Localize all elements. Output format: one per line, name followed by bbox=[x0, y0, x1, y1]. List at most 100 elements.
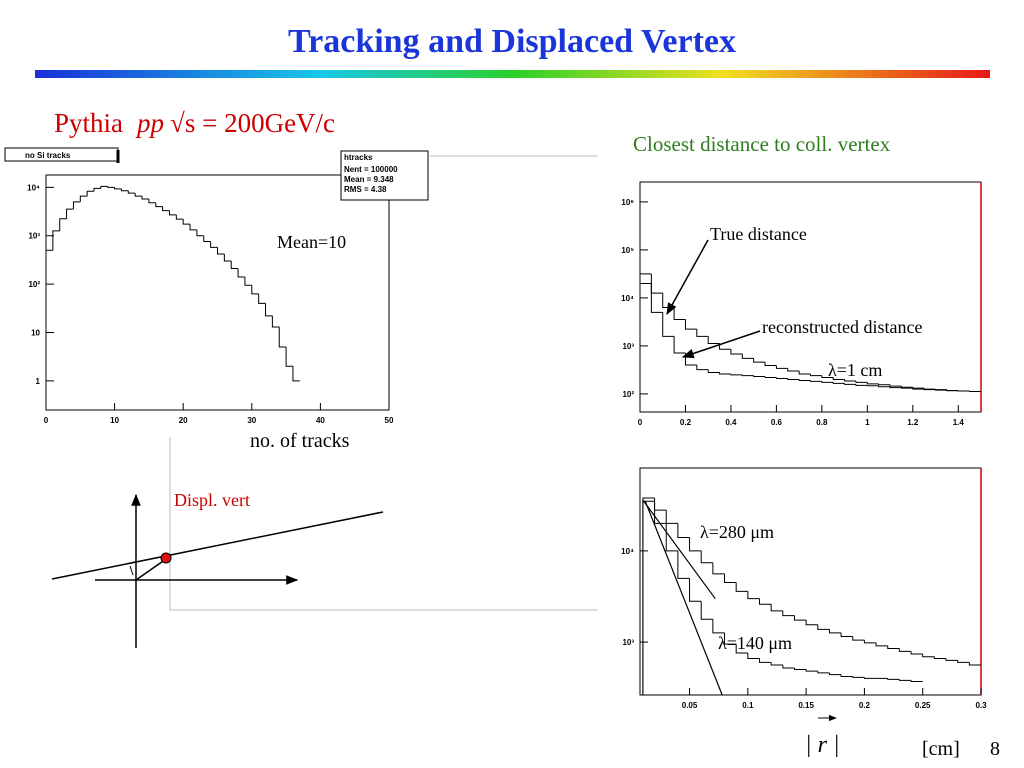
x-axis-label: no. of tracks bbox=[250, 430, 350, 452]
histogram-bin bbox=[712, 619, 725, 634]
histogram-bin bbox=[787, 368, 800, 372]
histogram-bin bbox=[724, 632, 737, 645]
histogram-bin bbox=[719, 372, 731, 375]
histogram-bin bbox=[887, 678, 900, 680]
diagram-label: Displ. vert bbox=[174, 490, 250, 510]
histogram-bin bbox=[707, 369, 720, 373]
histogram-bin bbox=[251, 285, 259, 295]
histogram-bin bbox=[175, 214, 184, 220]
histogram-bin bbox=[844, 379, 856, 382]
histogram-bin bbox=[59, 218, 67, 231]
histogram-bin bbox=[968, 662, 981, 666]
histogram-bin bbox=[155, 202, 163, 208]
histogram-bin bbox=[196, 229, 204, 237]
histogram-bin bbox=[650, 283, 663, 313]
plot-frame bbox=[639, 181, 982, 413]
histogram-bin bbox=[237, 268, 245, 278]
histogram-bin bbox=[898, 679, 912, 681]
histogram-bin bbox=[665, 510, 678, 524]
histogram-bin bbox=[798, 371, 811, 375]
histogram-bin bbox=[141, 196, 149, 200]
histogram-bin bbox=[223, 253, 232, 262]
annotation: Mean=10 bbox=[277, 232, 346, 252]
x-tick-label: 1 bbox=[865, 418, 870, 427]
x-tick-label: 0 bbox=[44, 416, 49, 425]
histogram-bin bbox=[923, 388, 936, 390]
x-tick-label: 0.4 bbox=[725, 418, 737, 427]
histogram-bin bbox=[855, 384, 868, 386]
histogram-bin bbox=[203, 235, 211, 242]
histogram-bin bbox=[922, 654, 935, 658]
histogram-bin bbox=[168, 210, 177, 216]
histogram-bin bbox=[910, 680, 923, 682]
histogram-bin bbox=[898, 648, 912, 652]
histogram-bin bbox=[741, 374, 754, 377]
histogram-bin bbox=[805, 620, 818, 626]
x-tick-label: 0.1 bbox=[742, 701, 754, 710]
histogram-bin bbox=[107, 186, 115, 188]
histogram-bin bbox=[840, 632, 853, 638]
histogram-bin bbox=[852, 636, 865, 641]
histogram-bin bbox=[52, 230, 60, 251]
subtitle: Pythia pp √s = 200GeV/c bbox=[54, 108, 335, 138]
histogram-bin bbox=[764, 376, 777, 378]
histogram-bin bbox=[684, 319, 697, 330]
y-tick-label: 10 bbox=[31, 328, 40, 337]
y-tick-label: 10² bbox=[622, 390, 634, 399]
histogram-bin bbox=[840, 674, 853, 677]
x-tick-label: 0.3 bbox=[975, 701, 987, 710]
histogram-bin bbox=[817, 624, 830, 630]
histogram-bin bbox=[875, 642, 888, 647]
histogram-bin bbox=[747, 591, 760, 600]
annotation-arrow bbox=[681, 330, 761, 359]
histogram-bin bbox=[79, 195, 88, 202]
plot-frame bbox=[45, 174, 390, 411]
process: pp bbox=[135, 108, 164, 138]
y-tick-label: 10⁴ bbox=[621, 547, 634, 556]
histogram-bin bbox=[887, 645, 900, 650]
histogram-bin bbox=[747, 652, 760, 660]
histogram-bin bbox=[770, 662, 783, 666]
histogram-bin bbox=[821, 381, 834, 383]
histogram-bin bbox=[753, 375, 766, 378]
x-tick-label: 1.4 bbox=[953, 418, 965, 427]
histogram-bin bbox=[735, 644, 748, 654]
histogram-bin bbox=[134, 193, 143, 197]
histogram-bin bbox=[805, 669, 818, 672]
y-tick-label: 10² bbox=[28, 280, 40, 289]
histogram-bin bbox=[696, 365, 709, 371]
histogram-bin bbox=[852, 676, 865, 678]
histogram-bin bbox=[66, 208, 74, 219]
annotation: λ=1 cm bbox=[828, 360, 882, 380]
x-tick-label: 0.05 bbox=[682, 701, 698, 710]
histogram-bin bbox=[945, 658, 958, 661]
stats-box bbox=[340, 150, 429, 201]
y-tick-label: 10⁶ bbox=[621, 198, 634, 207]
stats-entry: Mean = 9.348 bbox=[344, 175, 394, 184]
histogram-bin bbox=[770, 604, 783, 612]
histogram-bin bbox=[741, 353, 754, 359]
histogram-bin bbox=[935, 389, 947, 391]
histogram-bin bbox=[639, 282, 652, 412]
histogram-bin bbox=[855, 380, 868, 383]
histogram-bin bbox=[265, 303, 273, 317]
y-tick-label: 10⁴ bbox=[621, 294, 634, 303]
histogram-bin bbox=[189, 224, 197, 231]
annotation: reconstructed distance bbox=[762, 317, 922, 337]
y-tick-label: 10⁵ bbox=[621, 246, 634, 255]
x-tick-label: 10 bbox=[110, 416, 119, 425]
histogram-bin bbox=[292, 366, 300, 382]
histogram-bin bbox=[700, 601, 713, 620]
histogram-bin bbox=[210, 241, 218, 248]
x-tick-label: 0.6 bbox=[771, 418, 783, 427]
x-tick-label: 50 bbox=[385, 416, 394, 425]
y-tick-label: 10³ bbox=[622, 638, 634, 647]
histogram-bin bbox=[821, 375, 834, 378]
x-tick-label: 0.2 bbox=[680, 418, 692, 427]
histogram-bin bbox=[730, 373, 743, 376]
plot-frame bbox=[639, 467, 982, 696]
histogram-bin bbox=[910, 651, 923, 655]
histogram-bin bbox=[889, 386, 902, 389]
